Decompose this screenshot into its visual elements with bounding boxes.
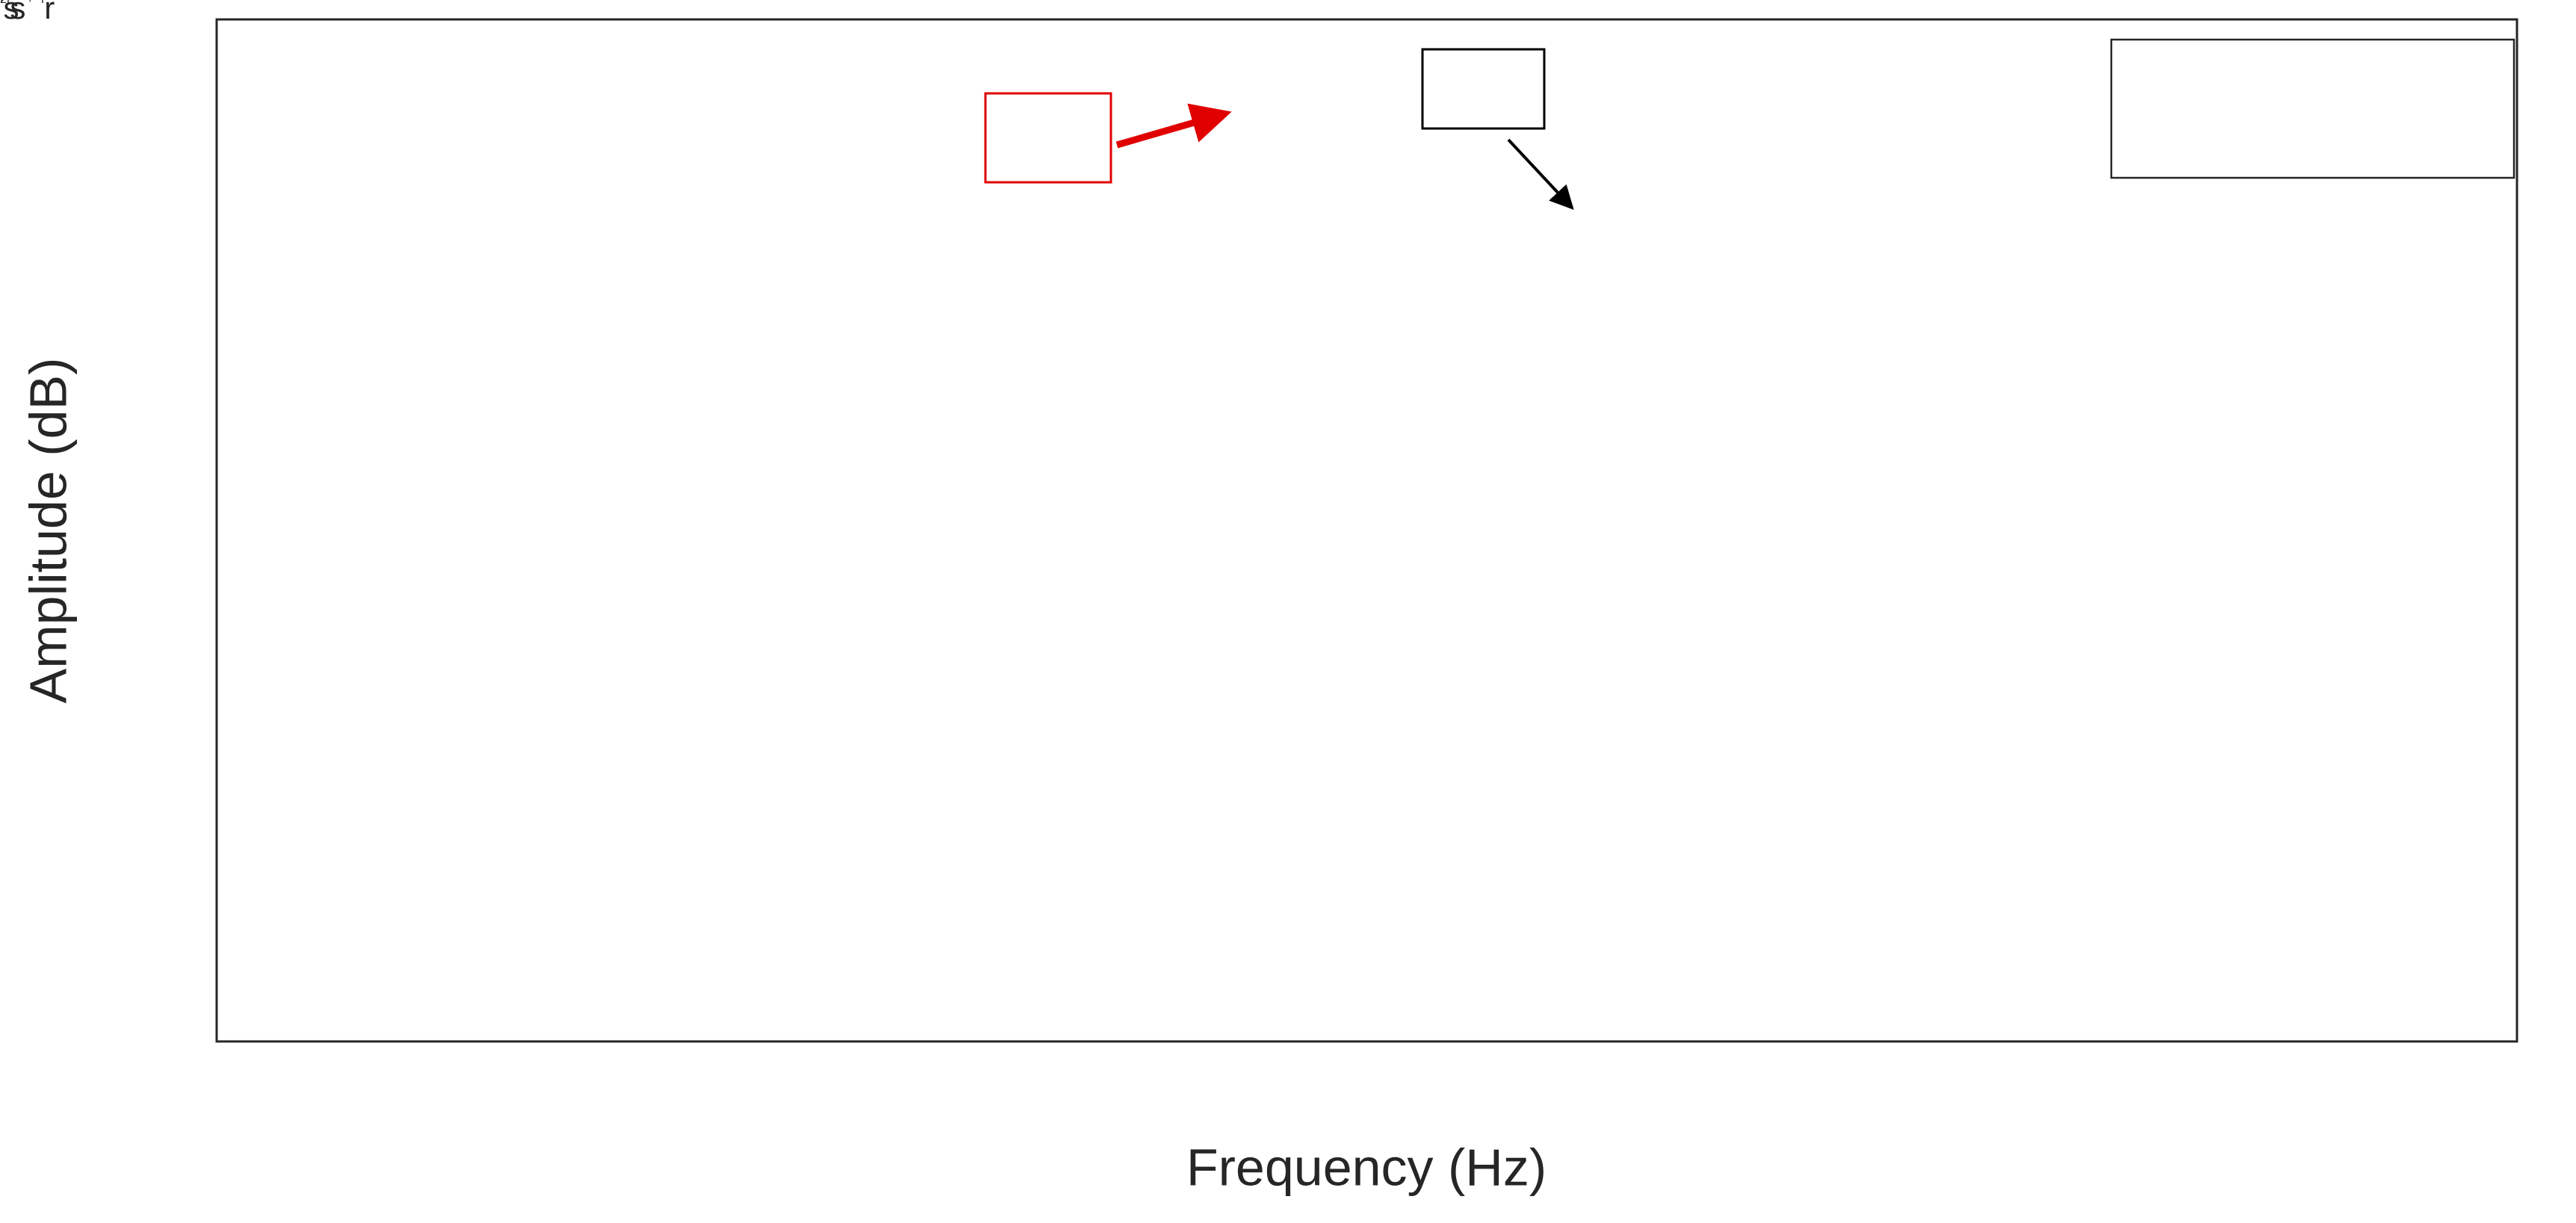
annotation-arrow [1507, 138, 1574, 210]
annotation-part: s [3, 0, 19, 25]
legend [2110, 38, 2515, 179]
x-axis-label: Frequency (Hz) [1186, 1138, 1546, 1196]
annotation-part: s [10, 0, 25, 25]
annotation-box [984, 92, 1112, 184]
annotation-part: + [26, 0, 33, 6]
axes-box [215, 18, 2518, 1043]
annotation-part: f [41, 0, 45, 6]
annotation-part: r [44, 0, 55, 25]
annotation-box [1421, 48, 1546, 130]
annotation: 2fs [0, 0, 25, 25]
annotations: fs+fr2fs [0, 0, 1574, 210]
y-axis-label: Amplitude (dB) [19, 358, 77, 704]
annotation-part: f [0, 0, 4, 6]
legend-box [2110, 38, 2515, 179]
annotation-arrow [1115, 103, 1232, 149]
annotation: fs+fr [0, 0, 55, 25]
annotation-part: 2f [0, 0, 10, 6]
